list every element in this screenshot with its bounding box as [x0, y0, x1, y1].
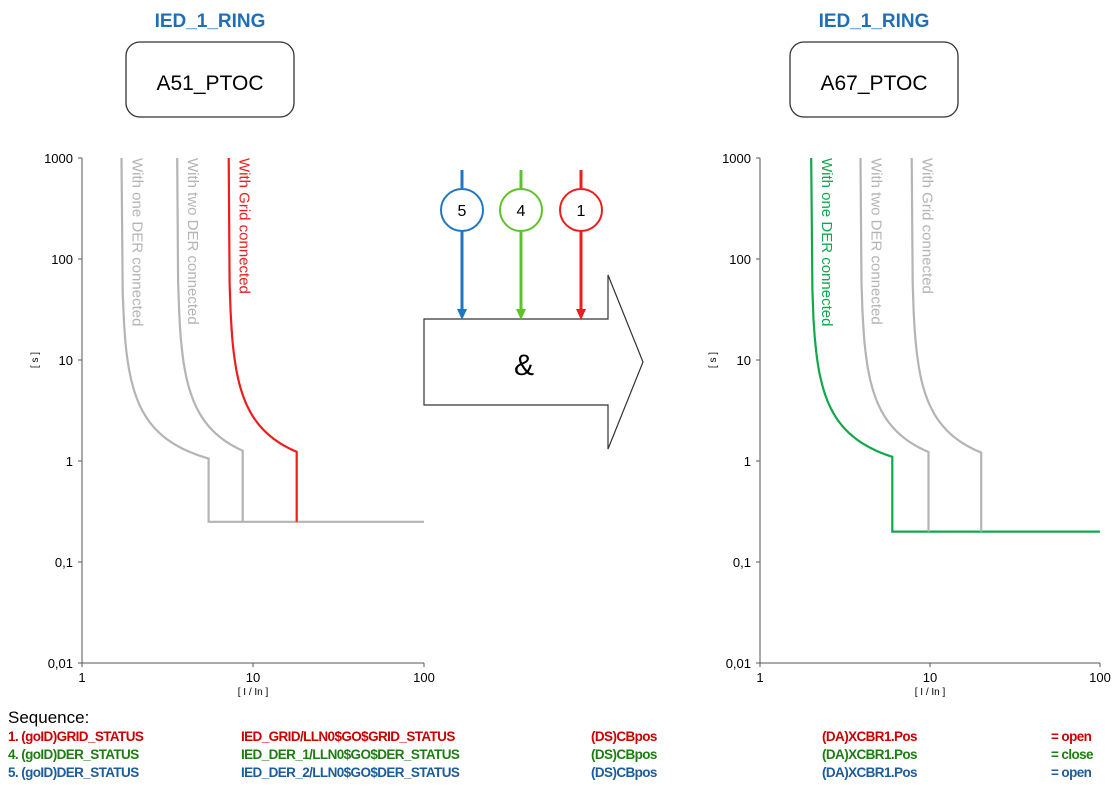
and-gate: & 5 4 1 — [423, 170, 644, 450]
left-function-box — [125, 41, 295, 118]
sequence-cell-id: 1. (goID)GRID_STATUS — [8, 729, 144, 744]
left-tcc-chart: 1000 100 10 1 0,1 0,01 1 10 100 [ s ] [ I / In ] Wi… — [30, 151, 435, 698]
right-x-tick-label: 100 — [1089, 670, 1111, 685]
sequence-cell-ref: IED_GRID/LLN0$GO$GRID_STATUS — [241, 729, 455, 744]
sequence-cell-da: (DA)XCBR1.Pos — [822, 747, 918, 762]
gate-input-arrowhead — [576, 309, 586, 320]
left-y-tick-label: 0,1 — [55, 555, 73, 570]
sequence-row: 1. (goID)GRID_STATUS IED_GRID/LLN0$GO$GRI… — [0, 729, 1116, 745]
gate-arrow-shape — [423, 274, 644, 450]
left-ied-title: IED_1_RING — [155, 11, 266, 32]
left-x-tick-label: 100 — [413, 670, 435, 685]
right-function-label: A67_PTOC — [821, 72, 928, 95]
gate-inputs: 5 4 1 — [440, 170, 603, 320]
sequence-cell-ds: (DS)CBpos — [591, 765, 657, 780]
right-xlabel: [ I / In ] — [915, 687, 946, 698]
left-x-tick-label: 10 — [246, 670, 260, 685]
right-curve-3 — [910, 157, 983, 532]
left-y-tick-label: 1 — [66, 454, 73, 469]
right-function-box — [789, 41, 959, 118]
right-x-tick-label: 10 — [923, 670, 937, 685]
gate-input-number: 5 — [458, 203, 467, 220]
sequence-cell-da: (DA)XCBR1.Pos — [822, 729, 918, 744]
right-curve-label-3: With Grid connected — [919, 158, 936, 294]
sequence-cell-val: = open — [1051, 729, 1092, 744]
right-y-tick-label: 1 — [744, 454, 751, 469]
right-x-tick-label: 1 — [756, 670, 763, 685]
left-y-tick-label: 1000 — [44, 151, 73, 166]
sequence-cell-val: = open — [1051, 765, 1092, 780]
left-ylabel: [ s ] — [30, 352, 41, 368]
left-x-tick-label: 1 — [78, 670, 85, 685]
left-function-label: A51_PTOC — [157, 72, 264, 95]
right-curve-label-2: With two DER connected — [868, 158, 885, 325]
gate-input-arrowhead — [516, 309, 526, 320]
sequence-cell-da: (DA)XCBR1.Pos — [822, 765, 918, 780]
right-curve-2 — [859, 157, 930, 532]
sequence-cell-ds: (DS)CBpos — [591, 747, 657, 762]
left-xlabel: [ I / In ] — [238, 687, 269, 698]
sequence-cell-ref: IED_DER_1/LLN0$GO$DER_STATUS — [241, 747, 460, 762]
left-y-tick-label: 100 — [51, 252, 73, 267]
right-y-tick-label: 0,1 — [733, 555, 751, 570]
sequence-cell-val: = close — [1051, 747, 1094, 762]
right-y-tick-label: 0,01 — [726, 656, 751, 671]
gate-label: & — [514, 349, 534, 382]
right-ylabel: [ s ] — [708, 352, 719, 368]
right-curve-label-1: With one DER connected — [818, 158, 835, 326]
right-tcc-chart: 1000 100 10 1 0,1 0,01 1 10 100 [ s ] [ I / In ] Wi… — [708, 151, 1111, 698]
sequence-title: Sequence: — [8, 708, 90, 727]
left-y-tick-label: 0,01 — [48, 656, 73, 671]
left-curve-label-3: With Grid connected — [236, 158, 253, 294]
sequence-cell-ref: IED_DER_2/LLN0$GO$DER_STATUS — [241, 765, 460, 780]
sequence-cell-id: 5. (goID)DER_STATUS — [8, 765, 139, 780]
right-y-tick-label: 100 — [729, 252, 751, 267]
left-curve-label-2: With two DER connected — [184, 158, 201, 325]
gate-input-number: 1 — [577, 203, 586, 220]
gate-input-number: 4 — [517, 203, 526, 220]
left-curve-label-1: With one DER connected — [128, 158, 145, 326]
sequence-cell-id: 4. (goID)DER_STATUS — [8, 747, 139, 762]
sequence-cell-ds: (DS)CBpos — [591, 729, 657, 744]
right-y-tick-label: 1000 — [722, 151, 751, 166]
left-curve-3 — [227, 157, 298, 522]
right-y-tick-label: 10 — [737, 353, 751, 368]
left-curve-2 — [176, 157, 244, 522]
left-curve-1 — [120, 157, 424, 523]
left-y-tick-label: 10 — [59, 353, 73, 368]
sequence-row: 5. (goID)DER_STATUS IED_DER_2/LLN0$GO$DER… — [0, 765, 1116, 781]
right-curve-1 — [810, 157, 1100, 533]
sequence-row: 4. (goID)DER_STATUS IED_DER_1/LLN0$GO$DER… — [0, 747, 1116, 763]
right-ied-title: IED_1_RING — [819, 11, 930, 32]
gate-input-arrowhead — [457, 309, 467, 320]
